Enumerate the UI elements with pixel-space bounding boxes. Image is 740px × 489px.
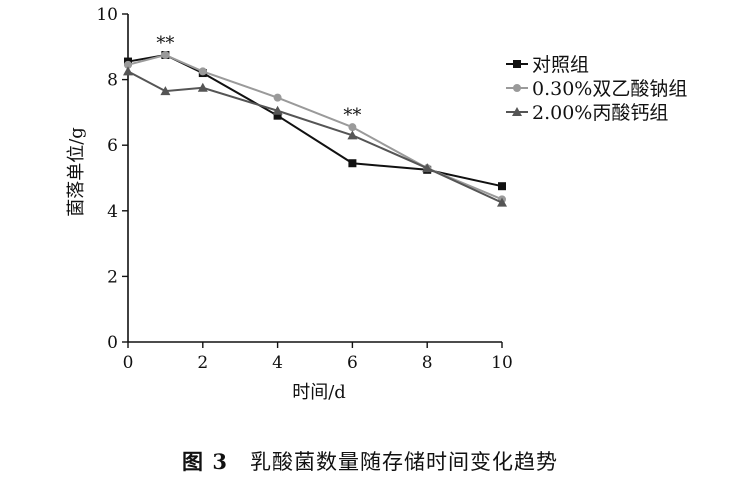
legend-marker: [512, 107, 522, 116]
legend-marker: [513, 60, 521, 68]
x-tick-label: 4: [272, 353, 283, 373]
x-axis-label: 时间/d: [292, 382, 346, 403]
figure-caption: 图 3 乳酸菌数量随存储时间变化趋势: [0, 446, 740, 476]
x-tick-label: 0: [123, 353, 134, 373]
significance-marker: **: [156, 33, 174, 54]
y-tick-label: 6: [107, 136, 118, 156]
x-tick-label: 8: [422, 353, 433, 373]
y-tick-label: 10: [96, 5, 118, 25]
data-point-s3: [160, 86, 171, 96]
data-point-s3: [272, 105, 283, 115]
data-point-s3: [422, 163, 433, 173]
data-point-s3: [347, 130, 358, 140]
data-point-s1: [273, 111, 282, 120]
line-chart: 0 2 4 6 8 10 0 2 4 6 8 10 时间/d 菌落单位/g ** ** 对照组0.30%双乙酸钠…: [66, 5, 687, 403]
data-point-s1: [498, 182, 506, 191]
data-point-s2: [124, 60, 132, 69]
data-point-s2: [198, 67, 207, 76]
data-point-s2: [273, 93, 282, 102]
y-tick-label: 8: [107, 71, 118, 91]
legend-label: 对照组: [532, 54, 589, 76]
legend-marker: [513, 84, 521, 92]
data-point-s3: [123, 66, 133, 76]
figure-number: 图 3: [182, 449, 228, 474]
x-tick-label: 6: [347, 353, 358, 373]
x-tick-label: 10: [491, 353, 513, 373]
series-line-1: [127, 53, 503, 188]
data-point-s3: [497, 197, 507, 207]
legend-label: 0.30%双乙酸钠组: [532, 78, 687, 100]
data-point-s1: [348, 159, 357, 168]
figure-title: 乳酸菌数量随存储时间变化趋势: [249, 450, 558, 474]
y-tick-label: 4: [107, 202, 118, 222]
y-tick-label: 0: [107, 333, 118, 353]
data-point-s3: [197, 82, 208, 92]
x-tick-label: 2: [197, 353, 208, 373]
data-point-s2: [161, 51, 170, 59]
significance-marker: **: [343, 105, 361, 126]
legend-label: 2.00%丙酸钙组: [532, 102, 668, 124]
data-point-s2: [348, 123, 357, 132]
y-tick-label: 2: [107, 267, 118, 287]
series-line-3: [127, 70, 503, 204]
y-axis-label: 菌落单位/g: [66, 127, 87, 217]
